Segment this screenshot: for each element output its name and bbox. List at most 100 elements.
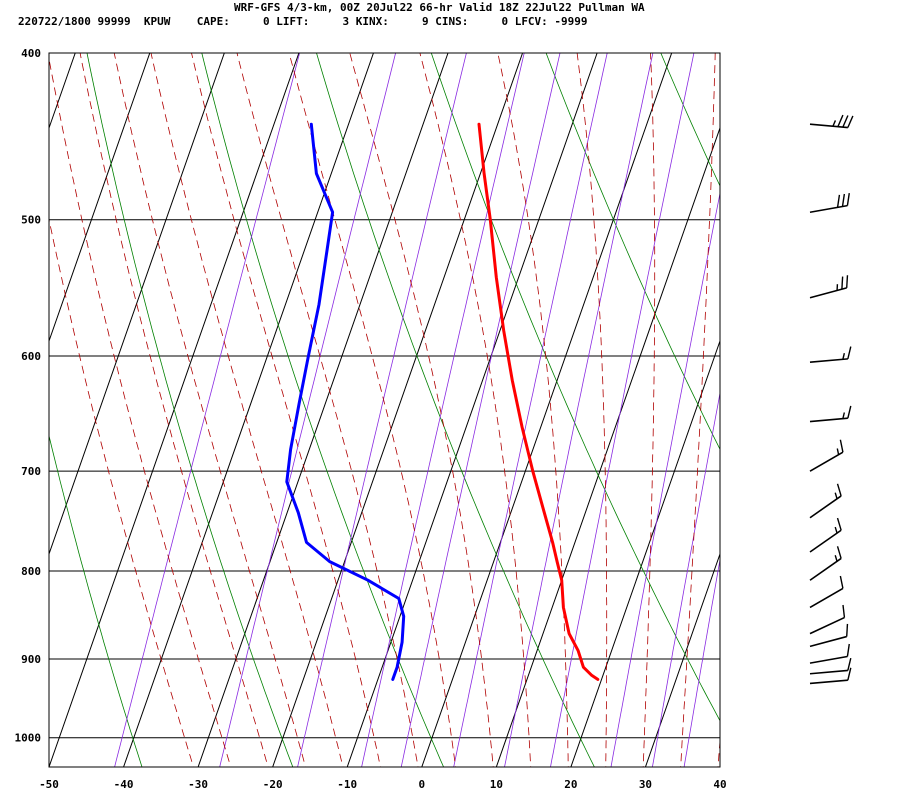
wind-barb-3 [809,346,852,363]
barb-flag [837,114,844,127]
barb-half-flag [834,526,838,534]
barb-staff [809,669,848,675]
chart-title: WRF-GFS 4/3-km, 00Z 20Jul22 66-hr Valid … [234,1,645,14]
barb-flag [836,517,842,531]
wind-barb-12 [809,643,850,664]
mixing-ratio-line-20 [610,191,720,767]
wind-barb-11 [809,623,849,648]
x-tick-label-30: 30 [639,778,652,791]
barb-flag [846,643,850,657]
isotherm-10 [495,126,720,767]
moist-adiabat--20 [79,53,269,767]
barb-flag [836,546,842,559]
isotherm-isobar-grid [0,53,720,767]
plot-frame [48,52,721,768]
x-tick-label--40: -40 [114,778,134,791]
dry-adiabat-333 [545,53,720,451]
x-tick-label-0: 0 [418,778,425,791]
moist-adiabat--25 [49,56,232,767]
barb-staff [809,529,842,553]
wind-barb-10 [809,604,846,635]
moist-adiabat--15 [113,53,306,767]
barb-staff [809,123,848,129]
moist-adiabat-25 [576,53,608,767]
barb-staff [809,358,848,363]
isotherm--90 [0,53,1,767]
barb-staff [809,679,848,685]
temperature-trace [477,122,600,681]
barb-half-flag [834,492,838,499]
barb-flag [847,346,852,360]
barb-flag [842,604,846,618]
barb-staff [809,495,842,519]
dry-adiabat-233 [49,434,143,767]
wind-barb-9 [809,575,844,609]
x-tick-label--50: -50 [39,778,59,791]
barb-staff [809,417,848,423]
isotherm--70 [49,53,151,343]
barb-flag [839,575,844,589]
dry-adiabat-273 [201,53,445,767]
wind-barb-4 [809,405,852,423]
isotherm--40 [123,53,374,767]
y-tick-label-800: 800 [21,565,41,578]
barb-flag [842,115,849,128]
mixing-ratio-line-28 [651,390,720,767]
barb-staff [809,204,848,214]
wind-barb-column [809,114,854,685]
barb-flag [847,405,852,419]
moist-adiabat--5 [191,53,381,767]
barb-half-flag [836,448,840,455]
barb-flag [847,115,854,128]
wind-barb-6 [809,483,842,519]
station-indices-line: 220722/1800 99999 KPUW CAPE: 0 LIFT: 3 K… [18,15,588,28]
moist-adiabat-40 [717,735,720,767]
axis-tick-labels: 400 500 600 700 800 900 1000 -50 -40 -30 -20 -10 0 10… [15,47,727,791]
barb-half-flag [842,352,846,360]
isotherm--10 [346,53,598,767]
isotherm--20 [272,53,524,767]
sounding-traces [285,122,600,681]
mixing-ratio-line-1 [297,53,467,767]
barb-flag [847,667,852,681]
y-tick-label-600: 600 [21,350,41,363]
x-tick-label-10: 10 [490,778,503,791]
moist-adiabat-5 [288,53,457,767]
wind-barb-7 [809,517,842,553]
barb-flag [846,193,850,206]
y-tick-label-400: 400 [21,47,41,60]
barb-staff [809,635,847,648]
y-tick-label-700: 700 [21,465,41,478]
x-tick-label-40: 40 [713,778,726,791]
barb-flag [846,275,849,288]
moist-adiabat-20 [497,53,569,767]
isotherm-30 [644,552,720,767]
wind-barb-8 [809,546,842,581]
wind-barb-1 [809,193,850,214]
y-tick-label-1000: 1000 [15,732,42,745]
dewpoint-trace [285,122,406,681]
isotherm-40 [719,765,720,767]
x-tick-label--10: -10 [337,778,357,791]
isotherm--30 [197,53,449,767]
wind-barb-13 [809,657,852,675]
wind-barb-0 [809,114,854,129]
moist-adiabat-10 [349,53,494,767]
mixing-ratio-line-36 [683,557,720,767]
mixing-ratio-line-2 [361,53,525,767]
barb-staff [809,451,844,472]
barb-half-flag [834,555,838,562]
x-tick-label-20: 20 [564,778,577,791]
barb-staff [809,616,845,635]
y-tick-label-500: 500 [21,214,41,227]
barb-staff [809,587,844,609]
moist-adiabat-35 [680,53,716,767]
barb-flag [841,193,846,207]
barb-half-flag [832,120,837,127]
barb-flag [836,483,842,497]
wind-barb-5 [809,439,844,472]
barb-staff [809,287,847,299]
dry-adiabat-393 [871,15,900,775]
x-tick-label--20: -20 [263,778,283,791]
